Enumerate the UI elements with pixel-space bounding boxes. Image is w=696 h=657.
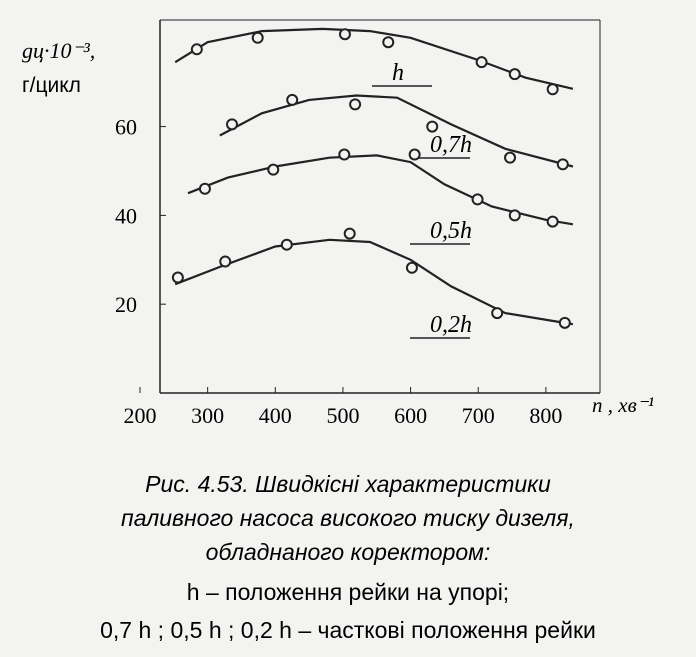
data-point bbox=[171, 271, 184, 284]
x-tick-label: 800 bbox=[529, 403, 562, 428]
curve bbox=[219, 94, 574, 168]
data-point bbox=[219, 255, 232, 268]
data-point bbox=[556, 158, 569, 171]
data-point bbox=[508, 68, 521, 81]
data-point bbox=[226, 118, 238, 131]
caption: h – положення рейки на упорі; bbox=[187, 579, 509, 605]
curve-label: 0,2h bbox=[430, 312, 472, 338]
data-point bbox=[508, 209, 521, 222]
data-point bbox=[546, 215, 559, 228]
x-tick-label: 200 bbox=[124, 403, 157, 428]
curve-label: 0,5h bbox=[430, 218, 472, 244]
data-point bbox=[504, 151, 517, 164]
y-label: г/цикл bbox=[22, 74, 81, 97]
data-point bbox=[190, 43, 203, 56]
data-point bbox=[280, 238, 293, 251]
curve-label: h bbox=[392, 60, 404, 86]
data-point bbox=[546, 83, 559, 96]
data-point bbox=[198, 182, 211, 195]
data-point bbox=[338, 28, 351, 41]
caption: Рис. 4.53. Швидкісні характеристики bbox=[145, 471, 551, 497]
y-label: gц·10⁻³, bbox=[22, 38, 95, 63]
y-tick-label: 60 bbox=[115, 115, 137, 140]
caption: обладнаного коректором: bbox=[206, 539, 491, 565]
data-point bbox=[343, 227, 356, 240]
x-label: n , хв⁻¹ bbox=[592, 393, 654, 417]
data-point bbox=[349, 98, 362, 111]
data-point bbox=[267, 163, 280, 176]
curve-label: 0,7h bbox=[430, 132, 472, 158]
data-point bbox=[382, 36, 395, 49]
curve bbox=[174, 238, 574, 326]
data-point bbox=[286, 93, 299, 106]
data-point bbox=[426, 120, 439, 133]
data-point bbox=[405, 261, 418, 274]
x-tick-label: 500 bbox=[326, 403, 359, 428]
data-point bbox=[475, 56, 488, 69]
y-tick-label: 20 bbox=[115, 292, 137, 317]
data-point bbox=[338, 148, 351, 161]
x-tick-label: 400 bbox=[259, 403, 292, 428]
x-tick-label: 300 bbox=[191, 403, 224, 428]
caption: 0,7 h ; 0,5 h ; 0,2 h – часткові положен… bbox=[100, 617, 596, 643]
data-point bbox=[558, 316, 571, 329]
caption: паливного насоса високого тиску дизеля, bbox=[121, 505, 575, 531]
data-point bbox=[408, 148, 421, 161]
data-point bbox=[471, 193, 484, 206]
x-tick-label: 600 bbox=[394, 403, 427, 428]
x-tick-label: 700 bbox=[462, 403, 495, 428]
data-point bbox=[251, 31, 264, 44]
data-point bbox=[491, 307, 504, 320]
y-tick-label: 40 bbox=[115, 203, 137, 228]
